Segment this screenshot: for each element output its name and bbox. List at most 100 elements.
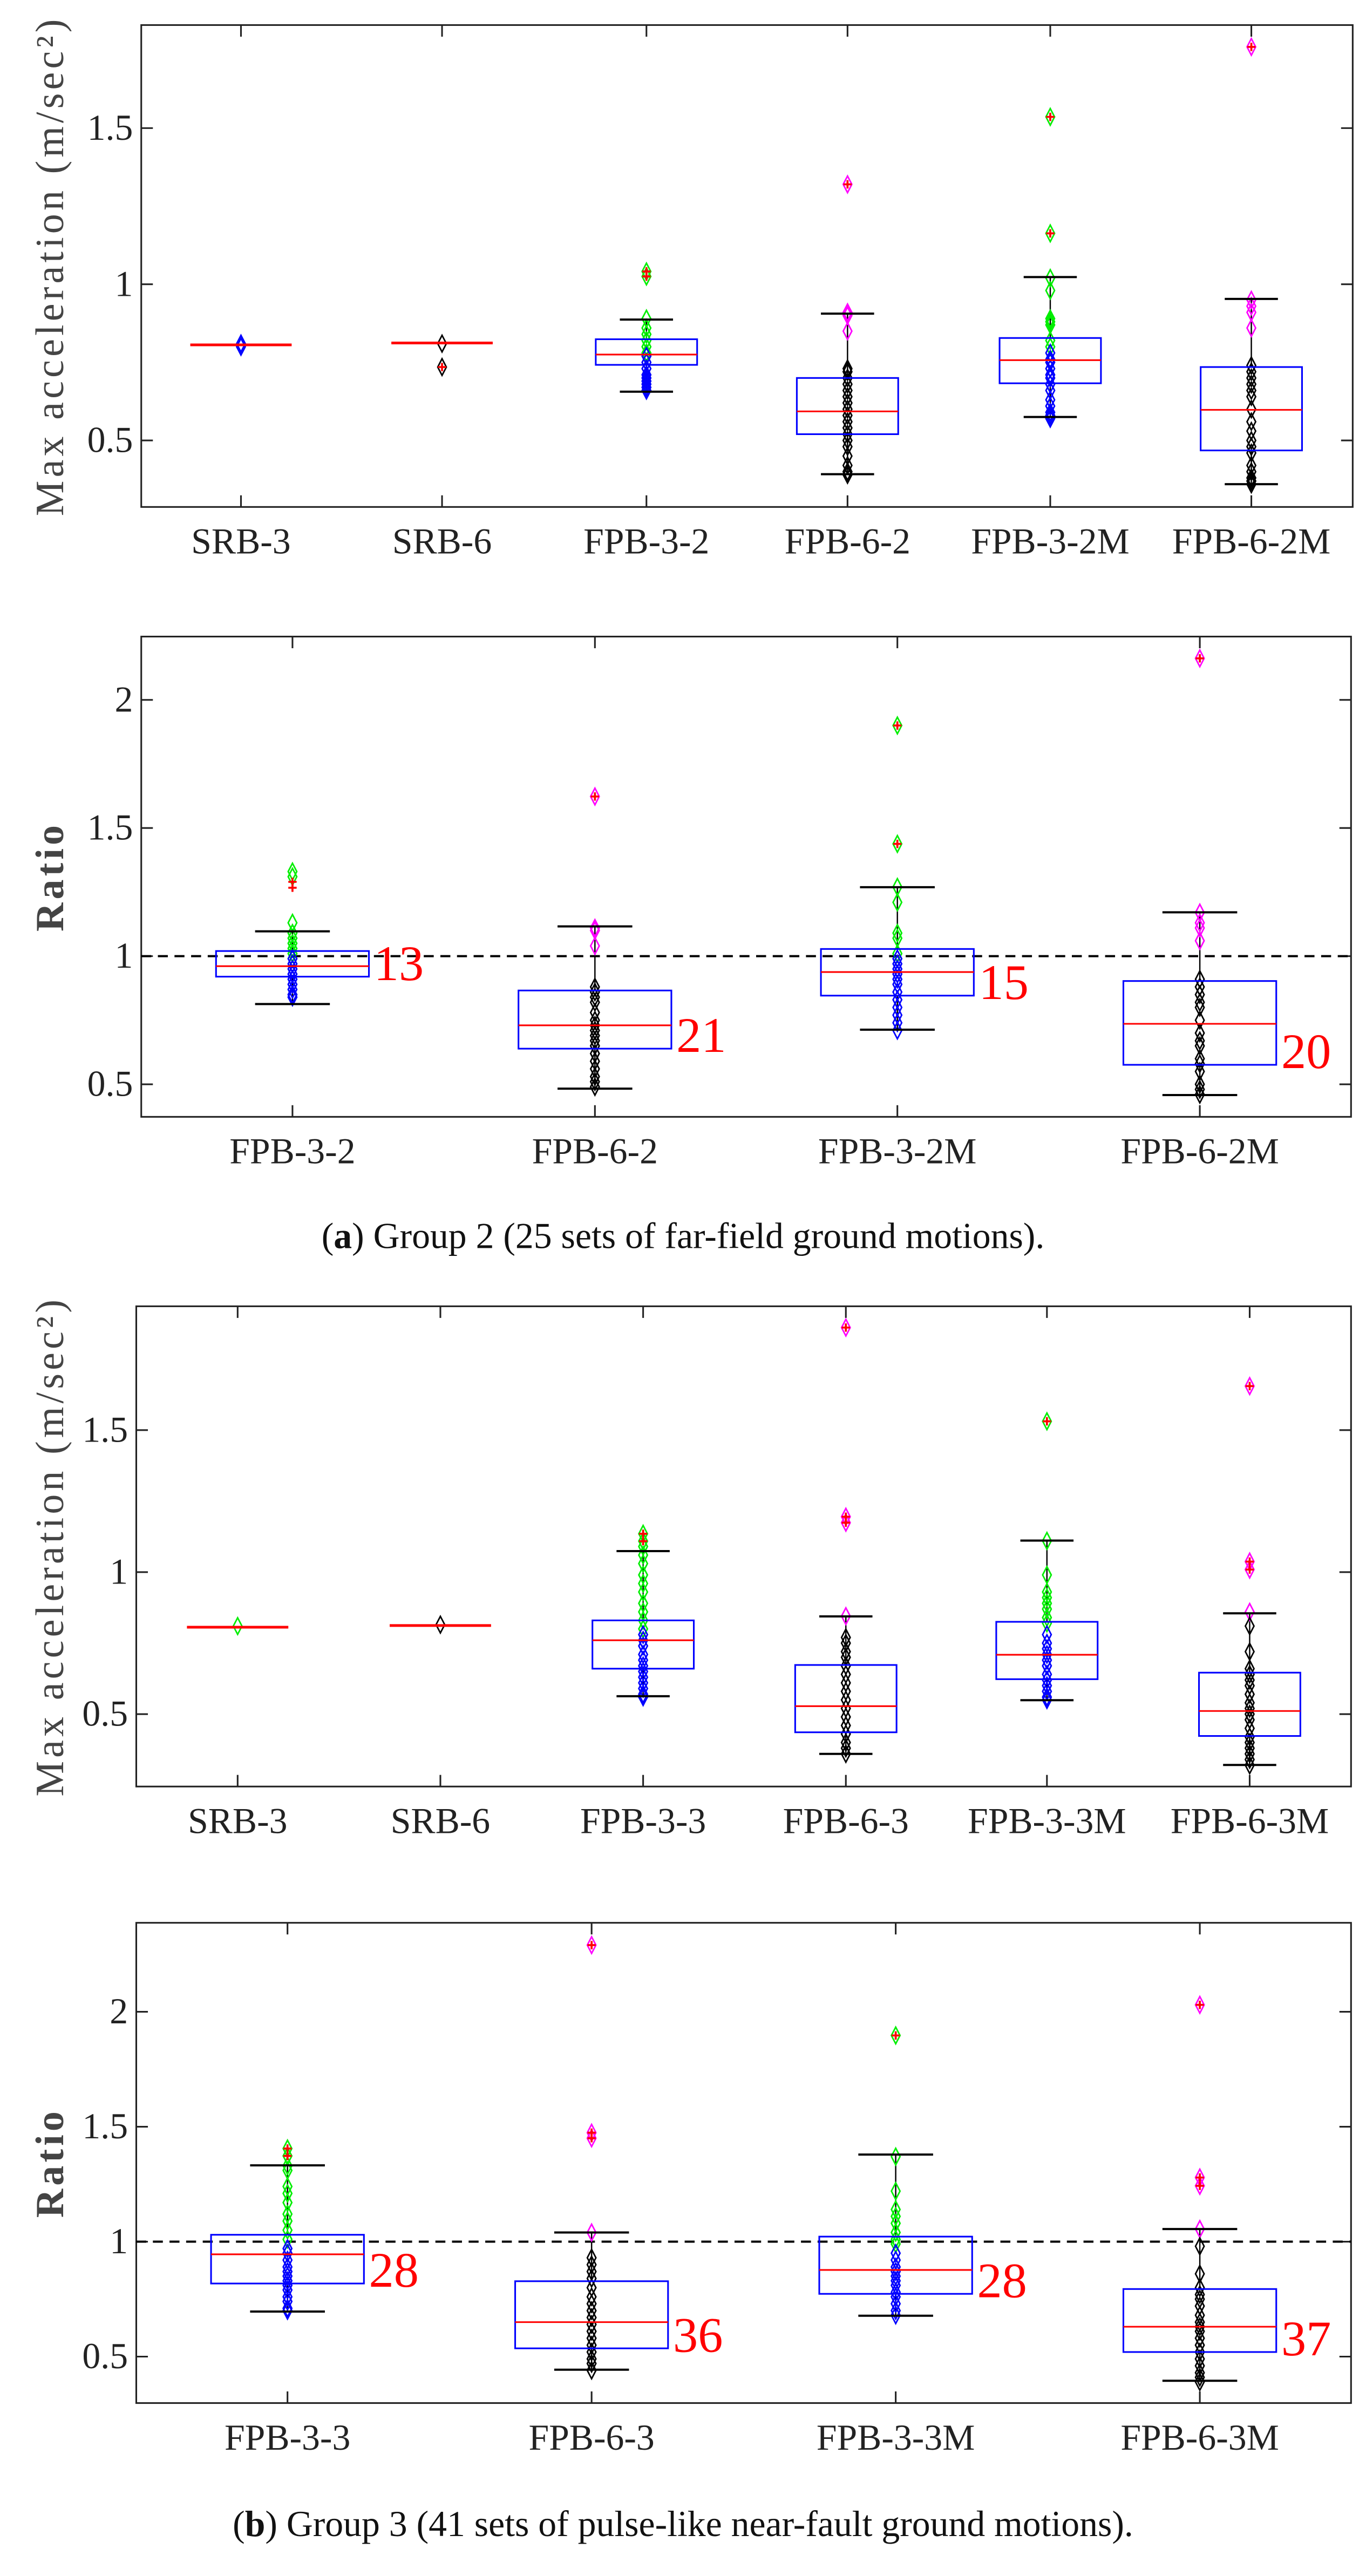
box-iqr: [592, 1619, 695, 1670]
data-point: [435, 1614, 446, 1635]
outlier-marker: [642, 272, 651, 281]
data-point: [589, 786, 600, 807]
caption-a: (a) Group 2 (25 sets of far-field ground…: [322, 1216, 1045, 1256]
data-point: [1194, 2236, 1205, 2256]
box-FPB-3-3M: [995, 1411, 1099, 1710]
data-point: [287, 861, 298, 882]
data-point: [1042, 1587, 1052, 1608]
data-point: [1194, 984, 1205, 1005]
data-point: [638, 1625, 649, 1645]
chart-panel-b-bottom: 0.5 1 1.5 2 Ratio FPB-3-3 28 FPB-6-3 36 FPB-3-3M 2…: [28, 1922, 1352, 2458]
y-tick-label: 1.5: [87, 107, 133, 148]
data-point: [1244, 1559, 1255, 1580]
data-point: [641, 371, 652, 391]
x-tick-label: FPB-6-2: [785, 521, 910, 562]
data-point: [282, 2243, 293, 2264]
data-point: [891, 2026, 901, 2045]
plot-frame: [140, 24, 1354, 508]
data-point: [891, 2181, 901, 2201]
y-tick-label: 0.5: [87, 1064, 133, 1104]
data-point: [586, 2222, 597, 2242]
data-point: [842, 302, 853, 323]
box-FPB-3-2M: [998, 107, 1102, 429]
outlier-marker: [841, 1323, 850, 1332]
data-point: [586, 2294, 597, 2314]
data-point: [1246, 355, 1257, 376]
data-point: [437, 334, 447, 354]
y-tick-label: 1: [114, 263, 133, 304]
box-FPB-6-2M: [1122, 648, 1277, 1105]
x-tick-label: FPB-6-2M: [1120, 1131, 1279, 1172]
x-tick-label: FPB-3-2M: [971, 521, 1130, 562]
data-point: [586, 2287, 597, 2307]
data-point: [842, 174, 853, 194]
data-point: [1246, 374, 1257, 395]
data-point: [586, 2321, 597, 2342]
outlier-marker: [1046, 229, 1055, 238]
data-point: [1045, 409, 1056, 429]
outlier-marker: [283, 2144, 292, 2153]
data-point: [586, 2328, 597, 2348]
data-point: [1194, 2316, 1205, 2337]
data-point: [842, 380, 853, 400]
data-point: [638, 1687, 649, 1707]
y-tick-label: 0.5: [82, 1694, 128, 1734]
plot-frame: [135, 1922, 1352, 2404]
data-point: [638, 1553, 649, 1574]
box-SRB-3: [187, 1616, 289, 1636]
data-point: [1045, 396, 1056, 416]
data-point: [840, 1633, 851, 1653]
data-point: [1246, 290, 1257, 310]
x-tick-label: FPB-3-3M: [817, 2417, 975, 2458]
outlier-marker: [1245, 1565, 1254, 1574]
y-tick-label: 0.5: [82, 2336, 128, 2376]
data-point: [638, 1573, 649, 1594]
data-point: [842, 461, 853, 482]
box-FPB-3-2M: [820, 715, 975, 1041]
box-iqr: [1198, 1671, 1301, 1737]
y-tick-label: 1.5: [82, 2106, 128, 2146]
data-point: [1042, 1650, 1052, 1670]
data-point: [1246, 380, 1257, 400]
data-point: [891, 2305, 901, 2326]
box-FPB-3-2: [595, 261, 698, 400]
data-point: [1042, 1625, 1052, 1645]
outlier-marker: [1195, 2173, 1204, 2182]
box-FPB-6-2: [518, 786, 672, 1097]
data-point: [1246, 362, 1257, 382]
data-point: [840, 1732, 851, 1753]
y-tick-label: 2: [114, 679, 133, 719]
box-iqr: [1122, 2288, 1277, 2353]
data-point: [1244, 1376, 1255, 1396]
outlier-marker: [1046, 112, 1055, 121]
data-point: [1246, 399, 1257, 419]
data-point: [641, 324, 652, 344]
data-point: [282, 2220, 293, 2240]
data-point: [1244, 1602, 1255, 1622]
data-point: [842, 321, 853, 341]
data-point: [840, 1512, 851, 1533]
data-point: [1045, 280, 1056, 301]
data-point: [282, 2261, 293, 2282]
box-iqr: [794, 1664, 898, 1734]
data-point: [842, 411, 853, 432]
data-point: [842, 399, 853, 419]
data-point: [1194, 2367, 1205, 2388]
data-point: [586, 1935, 597, 1955]
count-label: 28: [977, 2253, 1027, 2308]
x-tick-label: FPB-6-3: [783, 1800, 909, 1841]
data-point: [1045, 311, 1056, 332]
data-point: [892, 1012, 903, 1033]
box-FPB-6-2M: [1200, 37, 1303, 494]
data-point: [282, 2146, 293, 2166]
x-tick-label: FPB-3-3M: [968, 1800, 1126, 1841]
data-point: [891, 2282, 901, 2302]
y-axis-label: Ratio: [28, 2108, 72, 2218]
data-point: [892, 834, 903, 854]
data-point: [1194, 1074, 1205, 1095]
data-point: [1194, 1053, 1205, 1074]
data-point: [1194, 2285, 1205, 2305]
count-label: 37: [1281, 2311, 1331, 2366]
data-point: [437, 357, 447, 377]
